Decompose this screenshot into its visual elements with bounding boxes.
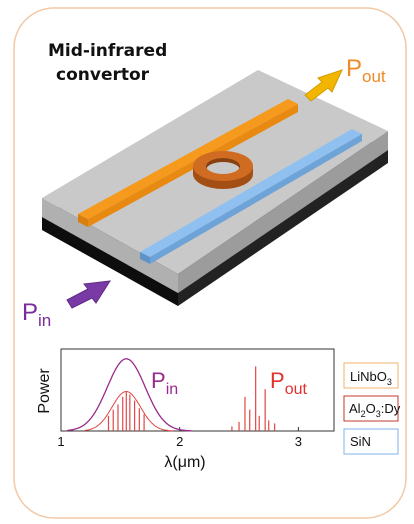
spectrum-chart: 1 2 3 λ(μm) Power Pin Pout — [36, 348, 335, 471]
plot-p-out-label: Pout — [270, 368, 307, 398]
x-tick-label: 3 — [295, 434, 302, 449]
p-out-label: Pout — [346, 55, 386, 86]
title-line2: convertor — [56, 65, 150, 85]
input-arrow-icon — [66, 280, 111, 309]
legend-box-linbo3 — [343, 362, 399, 389]
p-out-label-sub: out — [362, 67, 386, 86]
p-out-pump-envelope — [84, 391, 174, 432]
chip-front-face — [42, 198, 178, 293]
legend-label-sin: SiN — [350, 434, 371, 449]
legend-box-al2o3-dy — [343, 395, 399, 422]
orange-waveguide-top — [78, 99, 298, 219]
plot-p-out-sub: out — [285, 381, 308, 398]
plot-p-in-sub: in — [166, 381, 178, 398]
p-out-label-base: P — [346, 55, 362, 82]
blue-waveguide-front — [140, 252, 150, 264]
plot-p-out-base: P — [270, 368, 285, 393]
p-in-label-sub: in — [38, 311, 51, 330]
x-axis-label: λ(μm) — [164, 454, 205, 471]
outer-frame — [13, 7, 407, 519]
chip-base-front — [42, 217, 178, 306]
legend-box-sin — [343, 428, 399, 455]
chip-side-face — [178, 131, 388, 293]
legend-label-linbo3: LiNbO3 — [350, 369, 392, 387]
x-tick-label: 2 — [176, 434, 183, 449]
material-legend: LiNbO3 Al2O3:Dy SiN — [343, 362, 401, 455]
p-in-label-base: P — [22, 299, 38, 326]
ring-resonator — [193, 151, 253, 189]
orange-waveguide-front — [78, 214, 88, 227]
blue-waveguide-side — [150, 134, 362, 264]
p-out-emission-lines — [107, 366, 276, 431]
output-arrow-icon — [304, 69, 343, 102]
plot-frame — [60, 348, 335, 432]
blue-waveguide-top — [140, 129, 362, 257]
plot-p-in-base: P — [151, 368, 166, 393]
orange-waveguide-side — [88, 104, 298, 227]
p-in-label: Pin — [22, 299, 51, 330]
title-line1: Mid-infrared — [48, 41, 167, 61]
p-in-gaussian-curve — [66, 358, 192, 432]
legend-label-al2o3-dy: Al2O3:Dy — [349, 401, 401, 419]
plot-p-in-label: Pin — [151, 368, 178, 398]
y-axis-label: Power — [36, 368, 53, 414]
chip-base-side — [178, 150, 388, 306]
x-tick-label: 1 — [57, 434, 64, 449]
